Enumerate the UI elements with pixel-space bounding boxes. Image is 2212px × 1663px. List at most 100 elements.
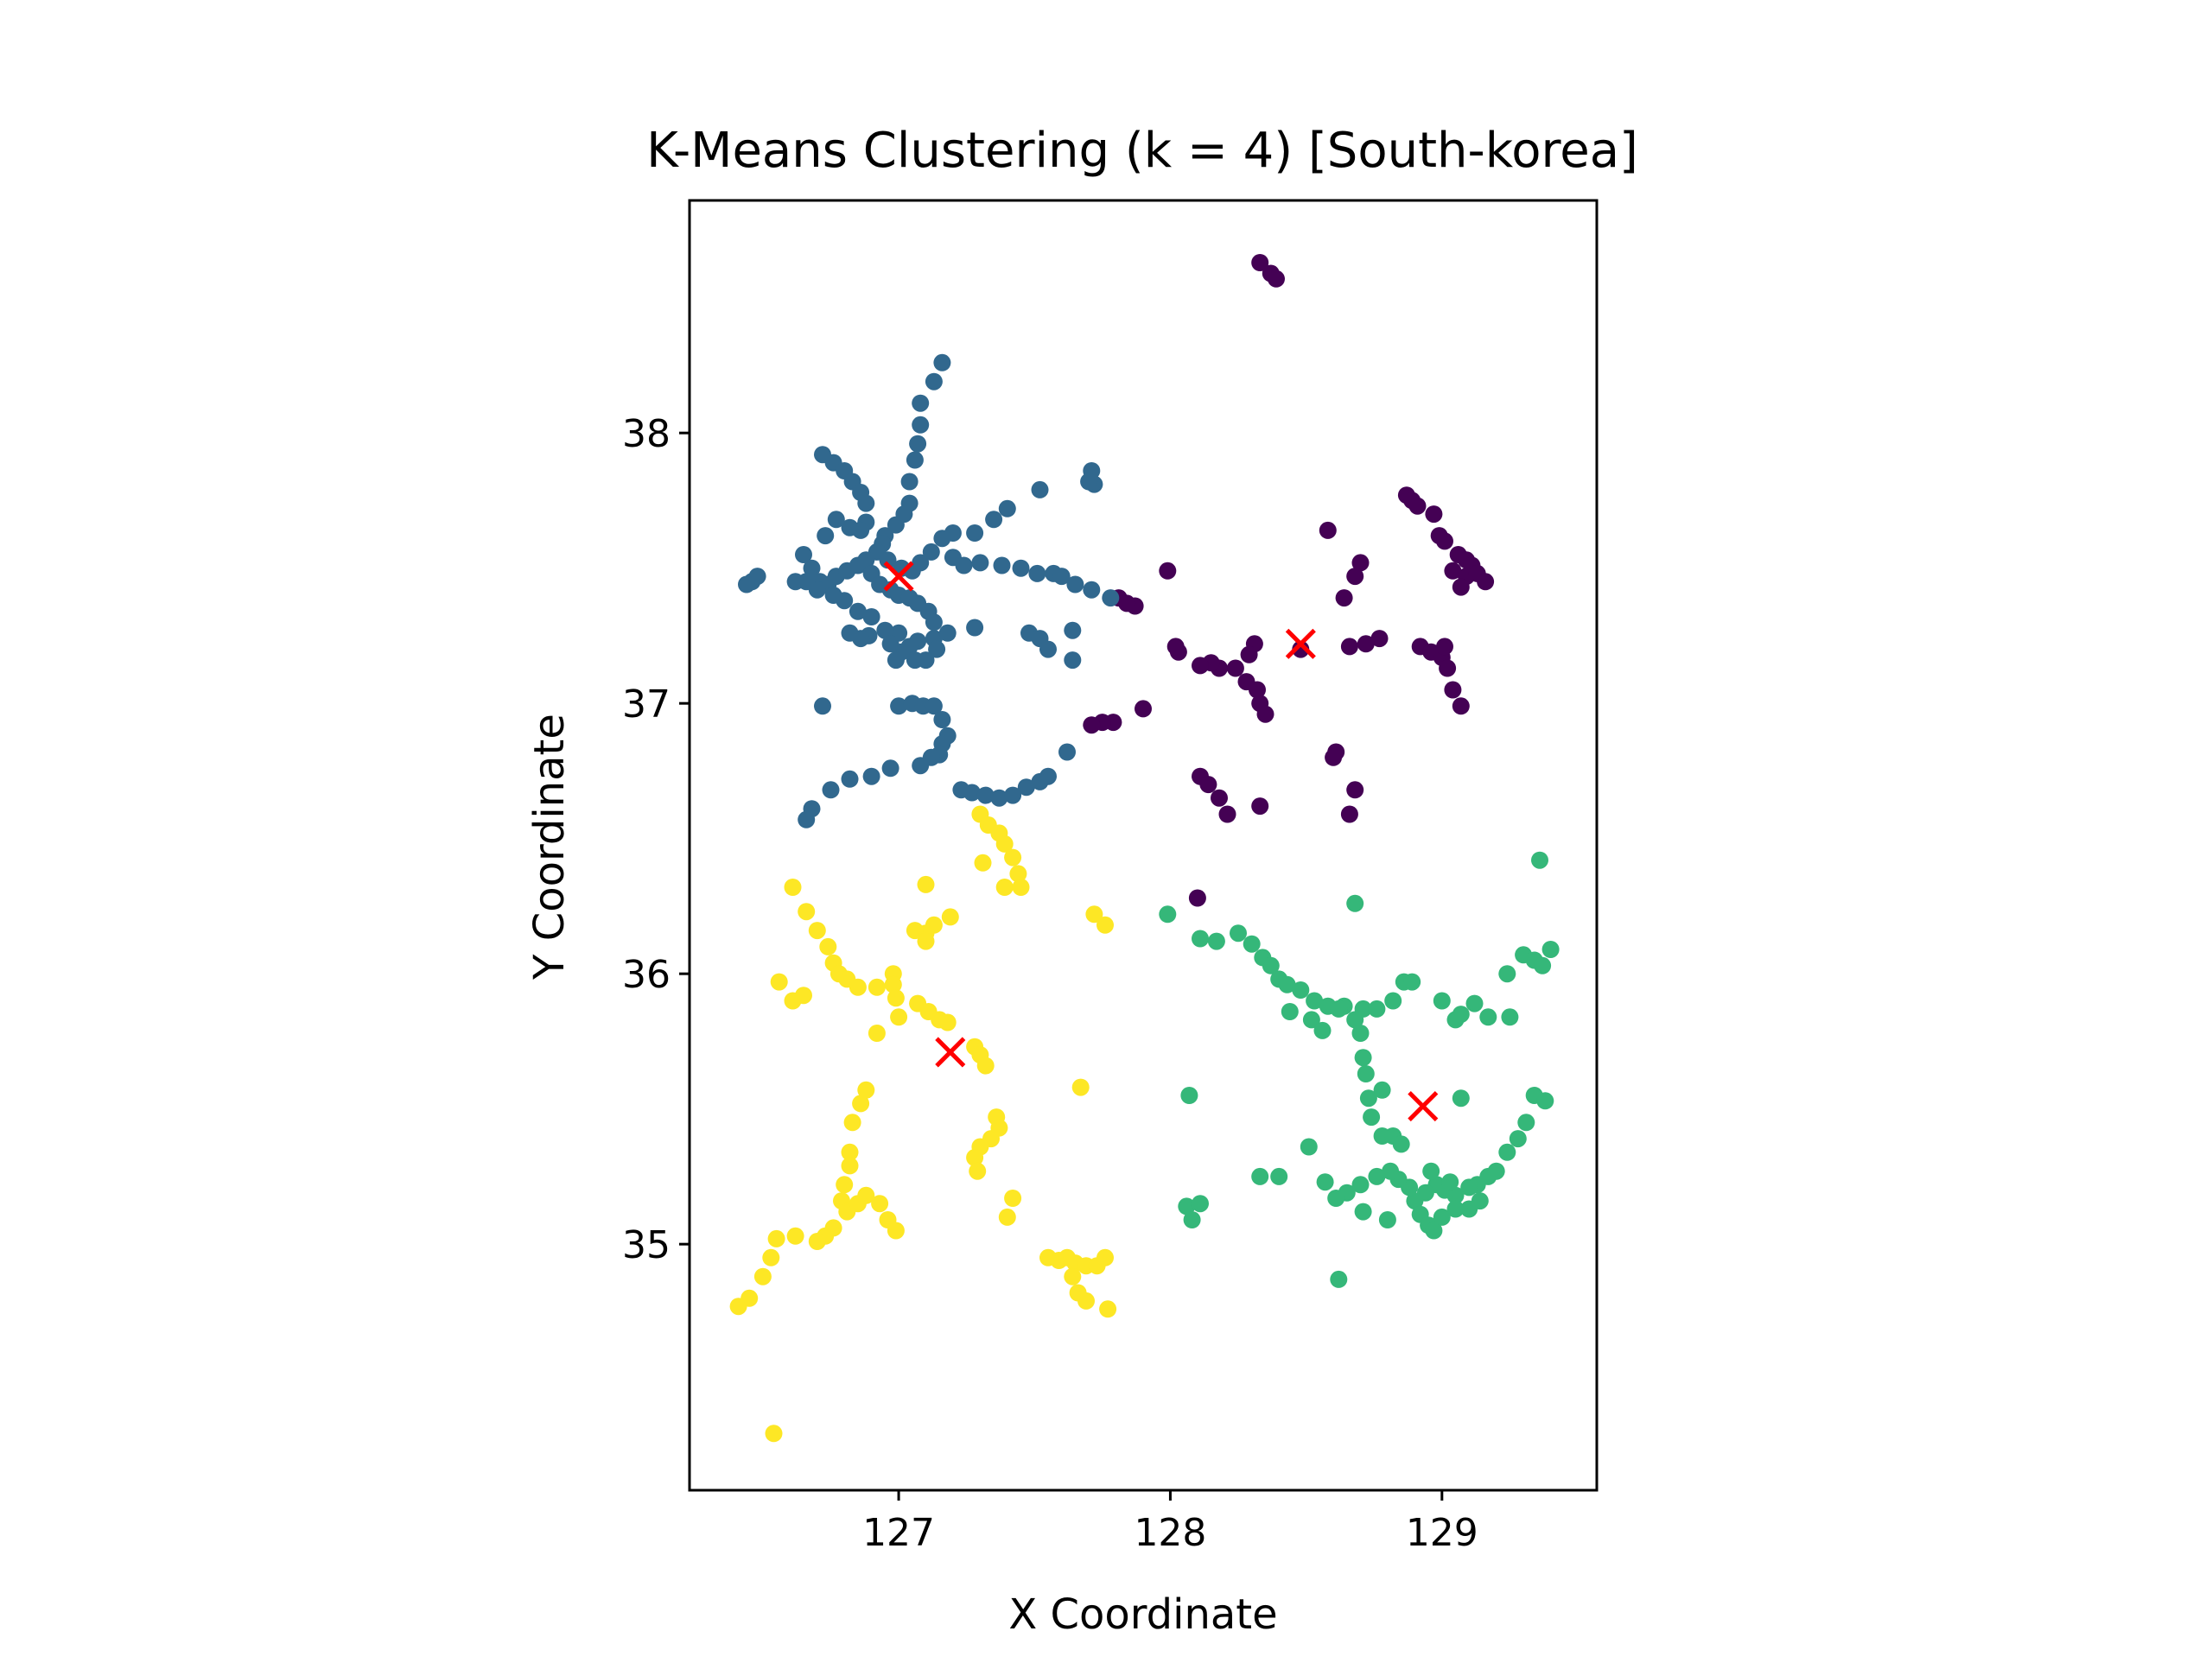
- cluster-3-point-45: [1452, 1089, 1470, 1108]
- cluster-3-point-9: [1262, 956, 1280, 974]
- cluster-2-point-96: [841, 624, 859, 642]
- y-tick-label-37: 37: [622, 682, 671, 727]
- cluster-2-point-17: [912, 554, 930, 572]
- cluster-1-point-17: [1477, 573, 1495, 591]
- cluster-2-point-23: [998, 499, 1016, 517]
- cluster-2-point-4: [912, 416, 930, 434]
- cluster-2-point-33: [857, 494, 875, 512]
- cluster-2-point-122: [1058, 743, 1076, 761]
- cluster-1-point-35: [1226, 659, 1244, 677]
- cluster-2-point-113: [798, 810, 816, 828]
- cluster-4-point-14: [906, 922, 924, 940]
- cluster-3-point-84: [1180, 1087, 1198, 1104]
- cluster-2-point-93: [881, 635, 899, 653]
- cluster-2-point-20: [944, 524, 962, 542]
- cluster-1-point-10: [1436, 532, 1453, 550]
- cluster-1-point-19: [1351, 554, 1370, 572]
- cluster-3-point-49: [1509, 1130, 1527, 1148]
- cluster-4-point-45: [841, 1143, 859, 1161]
- cluster-3-point-48: [1517, 1114, 1535, 1132]
- cluster-4-point-42: [857, 1081, 875, 1099]
- cluster-4-point-18: [784, 879, 802, 896]
- cluster-1-point-55: [1346, 781, 1364, 799]
- cluster-3-point-87: [1183, 1211, 1201, 1228]
- cluster-2-point-77: [1052, 568, 1071, 586]
- cluster-2-point-102: [933, 711, 951, 728]
- cluster-2-point-121: [1039, 767, 1057, 785]
- cluster-1-point-4: [1319, 521, 1337, 539]
- cluster-3-point-75: [1425, 1222, 1443, 1240]
- cluster-4-point-16: [1085, 905, 1103, 924]
- cluster-1-point-58: [1199, 776, 1217, 794]
- cluster-4-point-33: [887, 989, 905, 1007]
- x-tick-label-127: 127: [862, 1511, 935, 1555]
- cluster-3-point-24: [1330, 1000, 1348, 1018]
- cluster-2-point-109: [862, 767, 880, 785]
- centroid-marker-1: [883, 561, 914, 592]
- cluster-3-point-63: [1368, 1167, 1386, 1185]
- cluster-2-point-6: [906, 451, 924, 469]
- cluster-3-point-85: [1178, 1197, 1196, 1216]
- cluster-4-point-25: [849, 978, 867, 996]
- cluster-4-point-20: [808, 922, 826, 940]
- cluster-3-point-64: [1351, 1176, 1370, 1194]
- cluster-2-point-66: [786, 573, 804, 591]
- cluster-3-point-79: [1471, 1192, 1489, 1210]
- cluster-2-point-71: [955, 556, 973, 574]
- cluster-4-point-58: [786, 1227, 804, 1245]
- cluster-1-point-22: [1370, 630, 1389, 648]
- cluster-4-point-5: [1004, 848, 1022, 866]
- cluster-4-point-9: [974, 854, 992, 872]
- cluster-2-point-36: [841, 518, 859, 536]
- cluster-3-point-34: [1433, 992, 1451, 1010]
- cluster-2-point-14: [879, 551, 897, 569]
- cluster-4-point-51: [857, 1186, 875, 1204]
- cluster-3-point-81: [1422, 1162, 1440, 1180]
- cluster-1-point-18: [1452, 578, 1470, 596]
- cluster-2-point-97: [814, 697, 831, 715]
- cluster-3-point-4: [1192, 930, 1209, 948]
- cluster-4-point-79: [1064, 1267, 1082, 1285]
- cluster-3-point-33: [1392, 1135, 1410, 1153]
- cluster-2-point-61: [849, 602, 867, 620]
- cluster-1-point-20: [1346, 568, 1364, 586]
- cluster-4-point-19: [798, 903, 816, 921]
- cluster-3-point-38: [1479, 1008, 1497, 1026]
- y-tick-label-38: 38: [622, 412, 671, 456]
- cluster-3-point-47: [1536, 1092, 1554, 1110]
- cluster-2-point-5: [909, 435, 927, 453]
- cluster-4-point-21: [819, 937, 837, 955]
- cluster-3-point-42: [1534, 956, 1552, 974]
- cluster-3-point-6: [1230, 924, 1247, 943]
- cluster-4-point-7: [995, 879, 1014, 896]
- cluster-3-point-86: [1192, 1195, 1209, 1213]
- centroid-marker-3: [1408, 1091, 1439, 1122]
- cluster-3-point-80: [1441, 1173, 1459, 1191]
- cluster-1-point-30: [1444, 681, 1462, 699]
- cluster-3-point-82: [1330, 1270, 1348, 1288]
- cluster-2-point-88: [928, 640, 946, 658]
- cluster-2-point-18: [922, 543, 940, 561]
- cluster-1-point-49: [1135, 700, 1152, 718]
- cluster-2-point-101: [925, 697, 943, 715]
- cluster-1-point-28: [1436, 638, 1453, 656]
- cluster-3-point-20: [1403, 973, 1421, 991]
- cluster-3-point-37: [1465, 994, 1484, 1012]
- cluster-4-point-70: [1004, 1190, 1022, 1207]
- cluster-3-point-1: [1531, 851, 1548, 869]
- cluster-3-point-68: [1300, 1138, 1318, 1156]
- cluster-2-point-90: [906, 651, 924, 670]
- cluster-2-point-74: [1012, 559, 1030, 577]
- cluster-4-point-59: [767, 1229, 785, 1247]
- cluster-2-point-86: [966, 619, 984, 637]
- cluster-3-point-71: [1354, 1203, 1372, 1221]
- cluster-4-point-8: [1012, 879, 1030, 896]
- cluster-4-point-32: [884, 975, 902, 993]
- cluster-2-point-117: [990, 789, 1008, 807]
- cluster-1-point-61: [1251, 797, 1269, 816]
- cluster-4-point-43: [852, 1095, 870, 1113]
- cluster-1-point-59: [1211, 789, 1228, 807]
- cluster-3-point-59: [1406, 1192, 1424, 1210]
- plot-area-frame: [688, 199, 1599, 1492]
